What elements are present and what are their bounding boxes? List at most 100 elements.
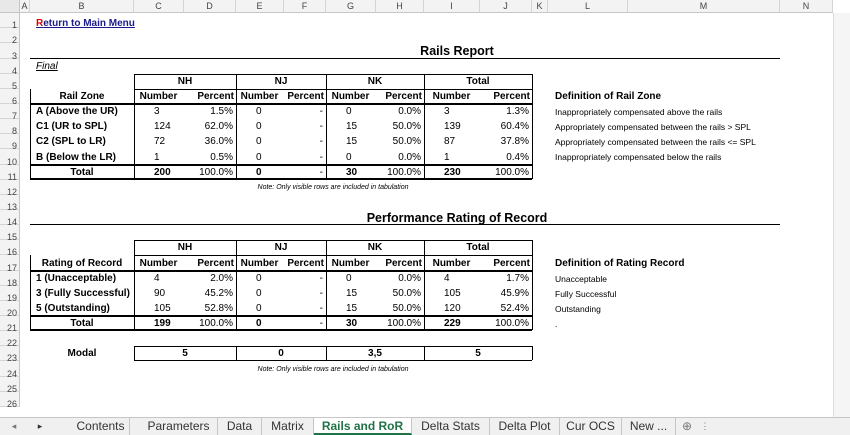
- sheet-tab-rails-and-ror[interactable]: Rails and RoR: [314, 418, 412, 435]
- tab-scroll-right-icon[interactable]: ▸: [37, 421, 43, 431]
- row-header-9[interactable]: 9: [0, 134, 20, 151]
- rating-subheader-number: Number: [331, 258, 370, 269]
- row-header-15[interactable]: 15: [0, 225, 20, 242]
- row-header-12[interactable]: 12: [0, 180, 20, 197]
- row-header-6[interactable]: 6: [0, 89, 20, 106]
- column-header-h[interactable]: H: [376, 0, 424, 13]
- table-border: [134, 74, 532, 75]
- rating-total-cell: 0: [256, 318, 262, 329]
- table-border: [30, 270, 532, 272]
- rating-definition-title: Definition of Rating Record: [555, 258, 685, 269]
- rails-total-cell: 230: [444, 167, 461, 178]
- row-header-18[interactable]: 18: [0, 271, 20, 288]
- column-header-e[interactable]: E: [236, 0, 284, 13]
- row-header-5[interactable]: 5: [0, 74, 20, 91]
- row-header-14[interactable]: 14: [0, 210, 20, 227]
- row-header-7[interactable]: 7: [0, 104, 20, 121]
- rails-row-label: C2 (SPL to LR): [36, 136, 106, 147]
- rails-cell: 62.0%: [204, 121, 233, 132]
- rating-title: Performance Rating of Record: [366, 211, 548, 225]
- tab-scroll-left-icon[interactable]: ◂: [11, 421, 17, 431]
- modal-border: [134, 346, 135, 360]
- return-to-main-menu-link[interactable]: Return to Main Menu: [36, 16, 135, 31]
- row-header-4[interactable]: 4: [0, 59, 20, 76]
- row-header-11[interactable]: 11: [0, 165, 20, 182]
- rating-cell: 1.7%: [506, 273, 529, 284]
- sheet-tab-contents[interactable]: Contents: [72, 418, 130, 435]
- rating-subheader-percent: Percent: [493, 258, 530, 269]
- table-border: [424, 74, 425, 179]
- rails-cell: 0: [256, 136, 262, 147]
- row-header-19[interactable]: 19: [0, 286, 20, 303]
- sheet-tab-delta-plot[interactable]: Delta Plot: [490, 418, 560, 435]
- sheet-tab-matrix[interactable]: Matrix: [262, 418, 314, 435]
- rating-subheader-number: Number: [240, 258, 279, 269]
- rating-group-total: Total: [466, 242, 490, 253]
- column-header-i[interactable]: I: [424, 0, 480, 13]
- sheet-tab-new[interactable]: New ...: [622, 418, 676, 435]
- vertical-scrollbar[interactable]: [833, 13, 850, 417]
- rating-row-label: 3 (Fully Successful): [36, 288, 130, 299]
- row-header-23[interactable]: 23: [0, 346, 20, 363]
- row-header-10[interactable]: 10: [0, 149, 20, 167]
- row-header-25[interactable]: 25: [0, 377, 20, 394]
- rails-cell: 50.0%: [392, 121, 421, 132]
- rails-subheader-percent: Percent: [287, 91, 324, 102]
- column-header-k[interactable]: K: [532, 0, 548, 13]
- rating-subheader-percent: Percent: [197, 258, 234, 269]
- rating-total-cell: 199: [154, 318, 171, 329]
- row-header-8[interactable]: 8: [0, 119, 20, 136]
- table-border: [134, 74, 135, 179]
- row-header-3[interactable]: 3: [0, 43, 20, 61]
- modal-border: [236, 346, 237, 360]
- rails-title-underline: [30, 58, 780, 59]
- select-all-corner[interactable]: [0, 0, 20, 13]
- row-header-16[interactable]: 16: [0, 240, 20, 257]
- row-header-20[interactable]: 20: [0, 301, 20, 318]
- rating-total-cell: 100.0%: [495, 318, 529, 329]
- sheet-tab-data[interactable]: Data: [218, 418, 262, 435]
- rating-definition-item: Fully Successful: [555, 289, 617, 299]
- row-header-2[interactable]: 2: [0, 28, 20, 45]
- rating-subheader-number: Number: [432, 258, 471, 269]
- table-border: [30, 315, 532, 317]
- rails-cell: 0.0%: [398, 152, 421, 163]
- column-header-f[interactable]: F: [284, 0, 326, 13]
- row-header-22[interactable]: 22: [0, 331, 20, 348]
- column-header-m[interactable]: M: [628, 0, 780, 13]
- column-header-j[interactable]: J: [480, 0, 532, 13]
- rails-cell: 50.0%: [392, 136, 421, 147]
- column-header-b[interactable]: B: [30, 0, 134, 13]
- rating-definition-item: Unacceptable: [555, 274, 607, 284]
- column-header-l[interactable]: L: [548, 0, 628, 13]
- sheet-tab-delta-stats[interactable]: Delta Stats: [412, 418, 490, 435]
- sheet-tab-cur-ocs[interactable]: Cur OCS: [560, 418, 622, 435]
- row-header-24[interactable]: 24: [0, 361, 20, 379]
- row-header-1[interactable]: 1: [0, 13, 20, 30]
- row-header-17[interactable]: 17: [0, 255, 20, 273]
- sheet-tab-parameters[interactable]: Parameters: [140, 418, 218, 435]
- rails-cell: 124: [154, 121, 171, 132]
- rails-cell: 72: [154, 136, 166, 147]
- column-header-a[interactable]: A: [20, 0, 30, 13]
- tab-split-icon[interactable]: ⋮: [700, 421, 710, 431]
- new-sheet-icon[interactable]: ⊕: [681, 419, 693, 433]
- rating-cell: 50.0%: [392, 288, 421, 299]
- table-border: [326, 74, 327, 179]
- table-border: [30, 164, 532, 166]
- column-header-c[interactable]: C: [134, 0, 184, 13]
- modal-border: [134, 346, 532, 347]
- rating-group-nj: NJ: [274, 242, 288, 253]
- rails-definition-item: Inappropriately compensated above the ra…: [555, 107, 723, 117]
- column-header-d[interactable]: D: [184, 0, 236, 13]
- rating-subheader-percent: Percent: [385, 258, 422, 269]
- column-header-n[interactable]: N: [780, 0, 833, 13]
- rating-cell: 52.8%: [204, 303, 233, 314]
- rails-total-label: Total: [70, 167, 94, 178]
- column-header-g[interactable]: G: [326, 0, 376, 13]
- row-header-13[interactable]: 13: [0, 195, 20, 212]
- rating-group-nh: NH: [177, 242, 193, 253]
- row-header-21[interactable]: 21: [0, 316, 20, 333]
- row-header-26[interactable]: 26: [0, 392, 20, 409]
